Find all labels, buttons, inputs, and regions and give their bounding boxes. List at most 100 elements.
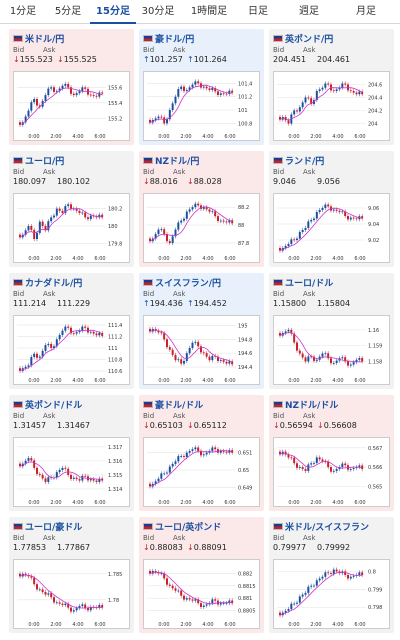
pair-name[interactable]: ユーロ/豪ドル xyxy=(25,523,83,533)
tab-5[interactable]: 1時間足 xyxy=(190,6,228,17)
candle xyxy=(231,220,234,224)
pair-name[interactable]: 米ドル/円 xyxy=(25,35,65,45)
candlestick-chart[interactable]: 0.882 0.8815 0.881 0.8805 0:00 2:00 4:00 6:00 xyxy=(143,559,260,629)
x-tick-label: 2:00 xyxy=(50,500,61,506)
x-tick-label: 6:00 xyxy=(354,378,365,384)
candlestick-chart[interactable]: 1.16 1.159 1.158 0:00 2:00 4:00 6:00 xyxy=(273,315,390,385)
pair-name[interactable]: スイスフラン/円 xyxy=(155,279,222,289)
candlestick-chart[interactable]: 101.4 101.2 101 100.8 0:00 2:00 4:00 6:00 xyxy=(143,71,260,141)
tab-7[interactable]: 週足 xyxy=(299,6,319,17)
pair-title[interactable]: カナダドル/円 xyxy=(13,276,83,289)
rate-card[interactable]: スイスフラン/円 Bid Ask ↑194.436 ↑194.452 195 194.8 19… xyxy=(139,273,264,389)
candlestick-chart[interactable]: 1.785 1.78 0:00 2:00 4:00 6:00 xyxy=(13,559,130,629)
y-tick-label: 88 xyxy=(238,223,244,229)
pair-name[interactable]: ユーロ/ドル xyxy=(285,279,334,289)
candlestick-chart[interactable]: 180.2 180 179.8 0:00 2:00 4:00 6:00 xyxy=(13,193,130,263)
trend-arrow-icon: ↓ xyxy=(273,421,280,430)
x-tick-label: 6:00 xyxy=(94,378,105,384)
pair-name[interactable]: ユーロ/英ポンド xyxy=(155,523,222,533)
pair-title[interactable]: 米ドル/スイスフラン xyxy=(273,520,370,533)
pair-name[interactable]: 米ドル/スイスフラン xyxy=(285,523,370,533)
rate-card[interactable]: 英ポンド/円 Bid Ask 204.451 204.461 204.6 204.4 204.… xyxy=(269,29,394,145)
candle xyxy=(321,576,324,579)
candlestick-chart[interactable]: 204.6 204.4 204.2 204 0:00 2:00 4:00 6:00 xyxy=(273,71,390,141)
candle xyxy=(200,346,202,353)
rate-card[interactable]: NZドル/円 Bid Ask ↓88.016 ↓88.028 88.2 88 87.8 0:00… xyxy=(139,151,264,267)
rate-card[interactable]: ユーロ/ドル Bid Ask 1.15800 1.15804 1.16 1.159 1.158… xyxy=(269,273,394,389)
rate-card[interactable]: 豪ドル/円 Bid Ask ↑101.257 ↑101.264 101.4 101.2 101… xyxy=(139,29,264,145)
tab-3[interactable]: 15分足 xyxy=(90,0,136,24)
pair-title[interactable]: 豪ドル/ドル xyxy=(143,398,204,411)
rate-card[interactable]: ユーロ/英ポンド Bid Ask ↓0.88083 ↓0.88091 0.882 0.881… xyxy=(139,517,264,633)
pair-title[interactable]: NZドル/円 xyxy=(143,154,200,167)
candle xyxy=(347,361,349,366)
bid-ask-labels: Bid Ask xyxy=(143,168,186,176)
candle xyxy=(174,354,177,361)
candle xyxy=(318,457,321,460)
candlestick-chart[interactable]: 1.317 1.316 1.315 1.314 0:00 2:00 4:00 6:00 xyxy=(13,437,130,507)
rate-card[interactable]: カナダドル/円 Bid Ask 111.214 111.229 111.4 111.2 111… xyxy=(9,273,134,389)
candle xyxy=(310,356,313,358)
x-tick-label: 2:00 xyxy=(50,622,61,628)
ask-label: Ask xyxy=(173,412,186,420)
y-tick-label: 110.8 xyxy=(108,358,122,364)
y-tick-label: 155.4 xyxy=(108,101,122,107)
candle xyxy=(41,589,44,592)
rate-card[interactable]: 豪ドル/ドル Bid Ask ↓0.65103 ↓0.65112 0.651 0.65 0.6… xyxy=(139,395,264,511)
ask-price: 180.102 xyxy=(57,177,101,186)
candlestick-chart[interactable]: 0.567 0.566 0.565 0:00 2:00 4:00 6:00 xyxy=(273,437,390,507)
candlestick-chart[interactable]: 155.6 155.4 155.2 0:00 2:00 4:00 6:00 xyxy=(13,71,130,141)
candle xyxy=(279,117,281,120)
pair-title[interactable]: 英ポンド/ドル xyxy=(13,398,83,411)
pair-title[interactable]: NZドル/ドル xyxy=(273,398,339,411)
pair-name[interactable]: ランド/円 xyxy=(285,157,325,167)
pair-name[interactable]: 英ポンド/円 xyxy=(285,35,334,45)
tab-8[interactable]: 月足 xyxy=(356,6,376,17)
bid-ask-labels: Bid Ask xyxy=(273,290,316,298)
candle xyxy=(174,96,177,104)
candle xyxy=(53,346,55,348)
pair-title[interactable]: ランド/円 xyxy=(273,154,325,167)
ask-price: 1.77867 xyxy=(57,543,101,552)
candlestick-chart[interactable]: 111.4 111.2 111 110.8 110.6 0:00 2:00 4:00 6:00 xyxy=(13,315,130,385)
candle xyxy=(53,215,55,218)
rate-card[interactable]: 米ドル/スイスフラン Bid Ask 0.79977 0.79992 0.8 0.799 0.… xyxy=(269,517,394,633)
pair-name[interactable]: NZドル/円 xyxy=(155,157,200,167)
candle xyxy=(225,221,228,223)
pair-name[interactable]: NZドル/ドル xyxy=(285,401,339,411)
pair-title[interactable]: 豪ドル/円 xyxy=(143,32,195,45)
pair-name[interactable]: ユーロ/円 xyxy=(25,157,65,167)
tab-4[interactable]: 30分足 xyxy=(141,6,175,17)
tab-2[interactable]: 5分足 xyxy=(54,6,82,17)
candlestick-chart[interactable]: 195 194.8 194.6 194.4 0:00 2:00 4:00 6:00 xyxy=(143,315,260,385)
pair-name[interactable]: 英ポンド/ドル xyxy=(25,401,83,411)
rate-card[interactable]: 英ポンド/ドル Bid Ask 1.31457 1.31467 1.317 1.316 1.3… xyxy=(9,395,134,511)
rate-card[interactable]: ランド/円 Bid Ask 9.046 9.056 9.06 9.04 9.02 0:00 2:0… xyxy=(269,151,394,267)
pair-title[interactable]: ユーロ/円 xyxy=(13,154,65,167)
pair-title[interactable]: ユーロ/豪ドル xyxy=(13,520,83,533)
tab-6[interactable]: 日足 xyxy=(248,6,268,17)
candlestick-chart[interactable]: 0.8 0.799 0.798 0:00 2:00 4:00 6:00 xyxy=(273,559,390,629)
candlestick-chart[interactable]: 88.2 88 87.8 0:00 2:00 4:00 6:00 xyxy=(143,193,260,263)
pair-title[interactable]: 米ドル/円 xyxy=(13,32,65,45)
candle xyxy=(219,360,222,361)
candle xyxy=(188,209,191,212)
pair-name[interactable]: カナダドル/円 xyxy=(25,279,83,289)
pair-title[interactable]: ユーロ/ドル xyxy=(273,276,334,289)
candlestick-chart[interactable]: 0.651 0.65 0.649 0:00 2:00 4:00 6:00 xyxy=(143,437,260,507)
pair-title[interactable]: ユーロ/英ポンド xyxy=(143,520,222,533)
pair-name[interactable]: 豪ドル/円 xyxy=(155,35,195,45)
x-tick-label: 4:00 xyxy=(202,134,213,140)
rate-card[interactable]: ユーロ/豪ドル Bid Ask 1.77853 1.77867 1.785 1.78 0:00… xyxy=(9,517,134,633)
candle xyxy=(154,481,157,484)
candlestick-chart[interactable]: 9.06 9.04 9.02 0:00 2:00 4:00 6:00 xyxy=(273,193,390,263)
y-tick-label: 194.6 xyxy=(238,351,252,357)
rate-card[interactable]: NZドル/ドル Bid Ask ↓0.56594 ↓0.56608 0.567 0.566 0… xyxy=(269,395,394,511)
pair-title[interactable]: 英ポンド/円 xyxy=(273,32,334,45)
rate-card[interactable]: 米ドル/円 Bid Ask ↓155.523 ↓155.525 155.6 155.4 155… xyxy=(9,29,134,145)
moving-average-line xyxy=(279,571,363,616)
rate-card[interactable]: ユーロ/円 Bid Ask 180.097 180.102 180.2 180 179.8 0:… xyxy=(9,151,134,267)
pair-name[interactable]: 豪ドル/ドル xyxy=(155,401,204,411)
tab-1[interactable]: 1分足 xyxy=(9,6,37,17)
pair-title[interactable]: スイスフラン/円 xyxy=(143,276,222,289)
